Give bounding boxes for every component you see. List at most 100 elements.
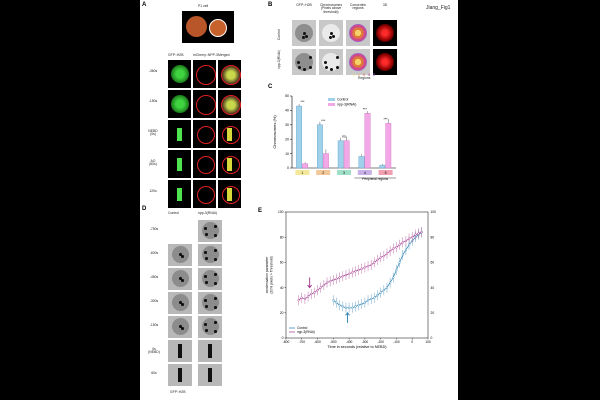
condensed-chromosomes bbox=[208, 368, 212, 382]
nucleus bbox=[322, 24, 340, 42]
e-point-control bbox=[395, 268, 398, 272]
panel-a-col-0: GFP::H2B bbox=[168, 53, 184, 57]
panel-b-tile-1-0 bbox=[292, 49, 316, 75]
panel-d-tile-2-0 bbox=[168, 268, 192, 290]
panel-d-tile-4-1 bbox=[198, 316, 222, 338]
e-point-rnai bbox=[313, 291, 316, 294]
c-peripheral-label: Peripheral regions bbox=[362, 177, 388, 181]
panel-d-tile-2-1 bbox=[198, 268, 222, 290]
panel-a-row-3: AO (60s) bbox=[149, 159, 157, 167]
c-bar-rnai-1 bbox=[302, 163, 309, 169]
e-ytick-label: 20 bbox=[280, 311, 284, 315]
e-point-control bbox=[351, 306, 354, 309]
chromosome-dot bbox=[330, 32, 333, 35]
chromosome-dot bbox=[181, 255, 184, 258]
e-point-rnai bbox=[303, 297, 307, 301]
e-xtick-label: -200 bbox=[377, 340, 384, 344]
e-point-rnai bbox=[306, 295, 310, 298]
e-point-control bbox=[360, 302, 363, 306]
e-point-rnai bbox=[310, 292, 313, 295]
e-xtick-label: -300 bbox=[362, 340, 369, 344]
panel-a-letter: A bbox=[142, 2, 147, 8]
e-point-control bbox=[363, 301, 366, 304]
chromosome-dot bbox=[205, 329, 208, 332]
e-point-rnai bbox=[300, 296, 303, 299]
e-point-rnai bbox=[392, 247, 395, 250]
chromosome-dot bbox=[214, 321, 217, 324]
nucleus bbox=[295, 24, 313, 42]
e-xtick-label: -600 bbox=[314, 340, 321, 344]
e-point-rnai bbox=[407, 237, 411, 240]
e-line-rnai bbox=[298, 231, 422, 301]
c-ylabel: Chromosomes (%) bbox=[272, 115, 277, 149]
panel-b-col-2: Concentric regions bbox=[349, 3, 367, 11]
c-ytick-label: 30 bbox=[285, 123, 289, 127]
nucleus bbox=[322, 53, 340, 71]
chromosome-dot bbox=[181, 279, 184, 282]
nucleus bbox=[349, 24, 367, 42]
e-arrow-rnai bbox=[307, 277, 313, 289]
c-significance: *** bbox=[363, 107, 368, 111]
e-point-control bbox=[341, 305, 344, 308]
c-legend-label: Control bbox=[337, 98, 349, 102]
panel-a-tile-4-2 bbox=[218, 180, 241, 208]
panel-d-tile-1-0 bbox=[168, 244, 192, 266]
chromosome-dot bbox=[214, 249, 217, 252]
nucleus-signal bbox=[220, 65, 241, 85]
e-point-rnai bbox=[341, 275, 344, 278]
nucleus bbox=[202, 246, 219, 263]
chromosome-bar bbox=[177, 188, 182, 201]
p1-cell-right bbox=[209, 19, 227, 37]
chromosome-dot bbox=[309, 66, 312, 69]
panel-a-tile-0-1 bbox=[193, 60, 216, 88]
panel-d-letter: D bbox=[142, 206, 147, 212]
p1-cell-overview bbox=[182, 11, 234, 43]
e-ytick-label: 100 bbox=[278, 210, 284, 214]
panel-a-row-1: -150s bbox=[148, 99, 158, 103]
nucleus-signal bbox=[196, 156, 215, 174]
e-point-rnai bbox=[344, 273, 348, 277]
panel-b-tile-0-3 bbox=[373, 20, 397, 46]
chromosome-dot bbox=[179, 253, 182, 256]
chromosome-dot bbox=[214, 273, 217, 276]
e-ytick-right-label: 0 bbox=[431, 336, 433, 340]
e-point-rnai bbox=[329, 280, 332, 283]
e-point-control bbox=[348, 306, 351, 309]
e-point-control bbox=[389, 281, 392, 284]
c-cat-box-3 bbox=[337, 170, 351, 175]
e-xtick-label: 0 bbox=[411, 340, 413, 344]
e-point-rnai bbox=[338, 276, 341, 279]
c-significance: *** bbox=[384, 117, 389, 121]
chromosome-dot bbox=[204, 251, 207, 254]
e-point-control bbox=[407, 243, 411, 246]
panel-d-tile-0-1 bbox=[198, 220, 222, 242]
nucleus bbox=[202, 318, 219, 335]
chromosome-dot bbox=[324, 61, 327, 64]
panel-a-tile-1-0 bbox=[168, 90, 191, 118]
c-bar-control-5 bbox=[379, 164, 386, 169]
condensed-chromosomes bbox=[178, 368, 182, 382]
e-point-rnai bbox=[373, 261, 376, 264]
panel-d-tile-3-1 bbox=[198, 292, 222, 314]
e-xtick-label: -500 bbox=[330, 340, 337, 344]
chromosome-dot bbox=[179, 277, 182, 280]
e-point-rnai bbox=[357, 268, 360, 272]
panel-d-col-1: npp-3(RNAi) bbox=[198, 211, 217, 215]
e-legend-label: npp-3(RNAi) bbox=[297, 330, 315, 334]
e-point-rnai bbox=[360, 267, 363, 270]
e-ytick-label: 40 bbox=[280, 286, 284, 290]
c-cat-label: 5 bbox=[385, 171, 387, 175]
panel-b-tile-0-2 bbox=[346, 20, 370, 46]
e-point-rnai bbox=[366, 265, 370, 268]
chromosome-bar bbox=[177, 158, 182, 171]
panel-d-row-3: -300s bbox=[149, 299, 159, 303]
e-point-rnai bbox=[363, 266, 366, 269]
nucleus bbox=[376, 24, 394, 42]
chromosome-dot bbox=[309, 56, 312, 59]
panel-b-col-1: Chromosomes (Pixels above threshold) bbox=[319, 3, 343, 14]
c-significance: *** bbox=[321, 119, 326, 123]
panel-a-tile-2-2 bbox=[218, 120, 241, 148]
nucleus bbox=[202, 294, 219, 311]
panel-e-letter: E bbox=[258, 208, 263, 214]
nucleus-signal bbox=[220, 95, 241, 115]
